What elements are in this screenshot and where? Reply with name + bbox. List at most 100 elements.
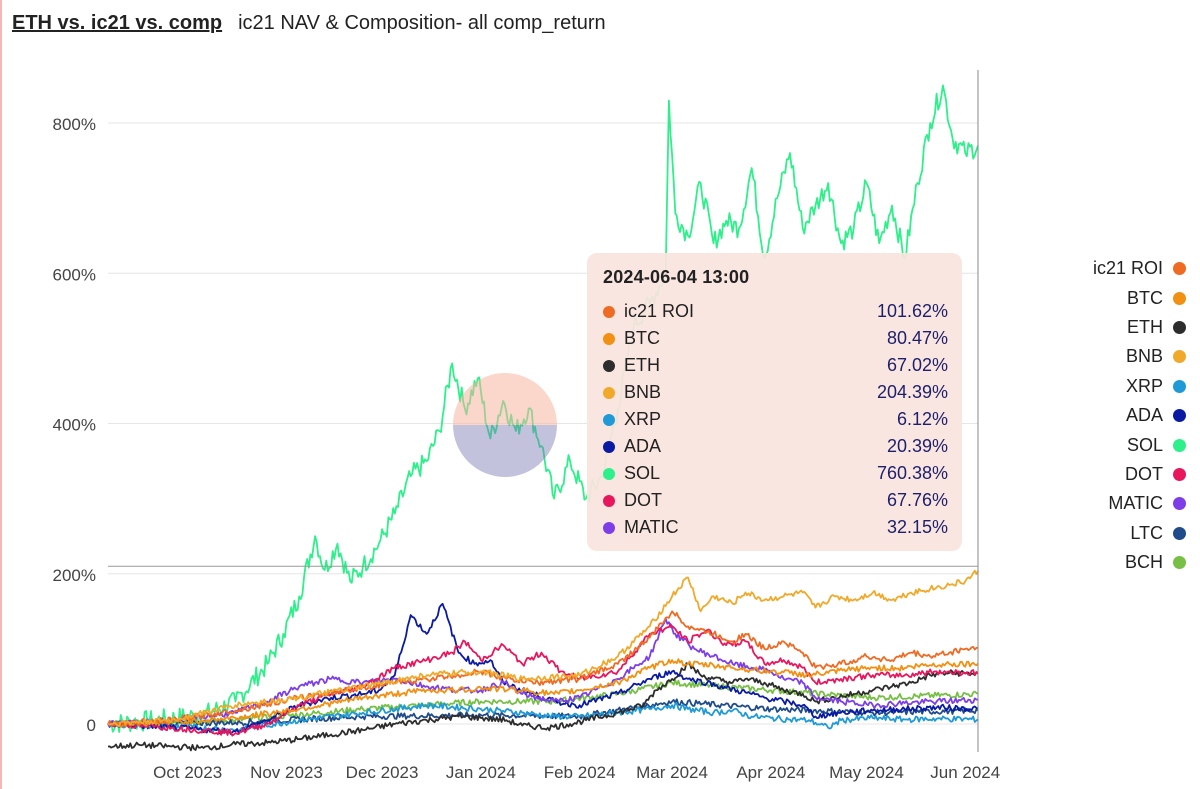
y-tick-label: 0 [87, 716, 96, 735]
y-tick-label: 800% [53, 115, 96, 134]
legend-item-dot[interactable]: DOT [1046, 460, 1186, 489]
legend-label: BCH [1124, 552, 1163, 573]
legend-item-btc[interactable]: BTC [1046, 283, 1186, 312]
series-line-ic21-roi [107, 610, 979, 728]
overlay-layer [108, 70, 979, 752]
chart-title: ic21 NAV & Composition- all comp_return [238, 12, 606, 34]
series-line-dot [107, 623, 979, 737]
x-tick-label: Dec 2023 [346, 763, 419, 782]
legend-item-xrp[interactable]: XRP [1046, 372, 1186, 401]
series-color-dot-icon [603, 467, 615, 480]
tooltip-series-name: SOL [624, 463, 661, 483]
series-layer [107, 84, 979, 752]
series-color-dot-icon [603, 413, 615, 426]
cursor-indicator-bottom [453, 425, 557, 477]
tooltip-series-value: 760.38% [876, 463, 948, 483]
series-line-xrp [107, 702, 979, 734]
tooltip-series-value: 20.39% [886, 436, 948, 456]
tooltip-rows: ic21 ROI 101.62% BTC 80.47% ETH 67.02% BNB 204.… [603, 298, 948, 541]
y-tick-label: 200% [53, 566, 96, 585]
legend-label: ADA [1125, 405, 1163, 426]
tab-eth-vs-ic21-vs-comp[interactable]: ETH vs. ic21 vs. comp [12, 12, 223, 34]
tooltip-row: ADA 20.39% [603, 433, 948, 460]
chart-legend: ic21 ROI BTC ETH BNB XRP ADA SOL DOT MATIC LTC BCH [1046, 254, 1186, 577]
legend-color-dot-icon [1173, 438, 1186, 452]
legend-label: BNB [1125, 346, 1163, 367]
x-tick-label: Jun 2024 [930, 763, 1000, 782]
tooltip-series-name: ic21 ROI [624, 301, 695, 321]
legend-color-dot-icon [1173, 262, 1186, 276]
series-color-dot-icon [603, 386, 615, 399]
legend-color-dot-icon [1173, 409, 1186, 423]
x-tick-label: Nov 2023 [250, 763, 323, 782]
x-tick-label: Apr 2024 [736, 763, 805, 782]
tooltip-row: DOT 67.76% [603, 487, 948, 514]
tooltip-series-value: 80.47% [886, 328, 948, 348]
axis-layer: 0 200% 400% 600% 800% Oct 2023 Nov 2023 Dec 202… [53, 115, 1001, 782]
series-color-dot-icon [603, 440, 615, 453]
tooltip-row: MATIC 32.15% [603, 514, 948, 541]
series-color-dot-icon [603, 305, 615, 318]
tooltip-series-value: 101.62% [876, 301, 948, 321]
tooltip-row: SOL 760.38% [603, 460, 948, 487]
legend-label: SOL [1126, 434, 1163, 455]
legend-label: BTC [1127, 287, 1163, 308]
y-tick-label: 600% [53, 265, 96, 284]
tooltip-row: XRP 6.12% [603, 406, 948, 433]
y-tick-label: 400% [53, 416, 96, 435]
legend-label: LTC [1130, 522, 1163, 543]
tooltip-series-name: BNB [624, 382, 662, 402]
tooltip-series-name: DOT [624, 490, 662, 510]
tooltip-series-value: 204.39% [876, 382, 948, 402]
tooltip-series-value: 6.12% [896, 409, 948, 429]
legend-item-ltc[interactable]: LTC [1046, 519, 1186, 548]
legend-item-ada[interactable]: ADA [1046, 401, 1186, 430]
legend-item-eth[interactable]: ETH [1046, 313, 1186, 342]
cursor-indicator-top [453, 373, 557, 425]
tooltip-row: BTC 80.47% [603, 325, 948, 352]
tooltip-series-name: BTC [624, 328, 660, 348]
tooltip-timestamp: 2024-06-04 13:00 [603, 267, 750, 287]
legend-color-dot-icon [1173, 556, 1186, 570]
tooltip-row: ETH 67.02% [603, 352, 948, 379]
series-line-sol [107, 84, 979, 733]
x-tick-label: May 2024 [829, 763, 904, 782]
legend-label: XRP [1125, 375, 1163, 396]
series-color-dot-icon [603, 521, 615, 534]
x-tick-label: Oct 2023 [153, 763, 222, 782]
legend-color-dot-icon [1173, 320, 1186, 334]
legend-color-dot-icon [1173, 291, 1186, 305]
legend-item-sol[interactable]: SOL [1046, 430, 1186, 459]
legend-color-dot-icon [1173, 350, 1186, 364]
legend-color-dot-icon [1173, 526, 1186, 540]
hover-tooltip: 2024-06-04 13:00 ic21 ROI 101.62% BTC 80.47… [587, 253, 962, 551]
x-tick-label: Feb 2024 [544, 763, 616, 782]
legend-label: ETH [1127, 316, 1163, 337]
legend-color-dot-icon [1173, 467, 1186, 481]
x-tick-label: Jan 2024 [446, 763, 516, 782]
legend-color-dot-icon [1173, 379, 1186, 393]
legend-label: MATIC [1108, 493, 1163, 514]
legend-item-ic21-roi[interactable]: ic21 ROI [1046, 254, 1186, 283]
tooltip-series-name: ETH [624, 355, 660, 375]
legend-item-bnb[interactable]: BNB [1046, 342, 1186, 371]
series-line-bnb [107, 569, 979, 727]
chart-header: ETH vs. ic21 vs. comp ic21 NAV & Composi… [12, 12, 606, 35]
series-color-dot-icon [603, 332, 615, 345]
legend-label: DOT [1125, 463, 1163, 484]
series-color-dot-icon [603, 494, 615, 507]
tooltip-row: ic21 ROI 101.62% [603, 298, 948, 325]
tooltip-series-value: 67.76% [886, 490, 948, 510]
legend-color-dot-icon [1173, 497, 1186, 511]
series-line-matic [107, 617, 979, 728]
legend-item-bch[interactable]: BCH [1046, 548, 1186, 577]
legend-label: ic21 ROI [1092, 258, 1163, 279]
tooltip-series-value: 32.15% [886, 517, 948, 537]
left-edge-rule [0, 0, 2, 789]
tooltip-row: BNB 204.39% [603, 379, 948, 406]
tooltip-series-name: MATIC [624, 517, 679, 537]
tooltip-series-value: 67.02% [886, 355, 948, 375]
series-color-dot-icon [603, 359, 615, 372]
legend-item-matic[interactable]: MATIC [1046, 489, 1186, 518]
